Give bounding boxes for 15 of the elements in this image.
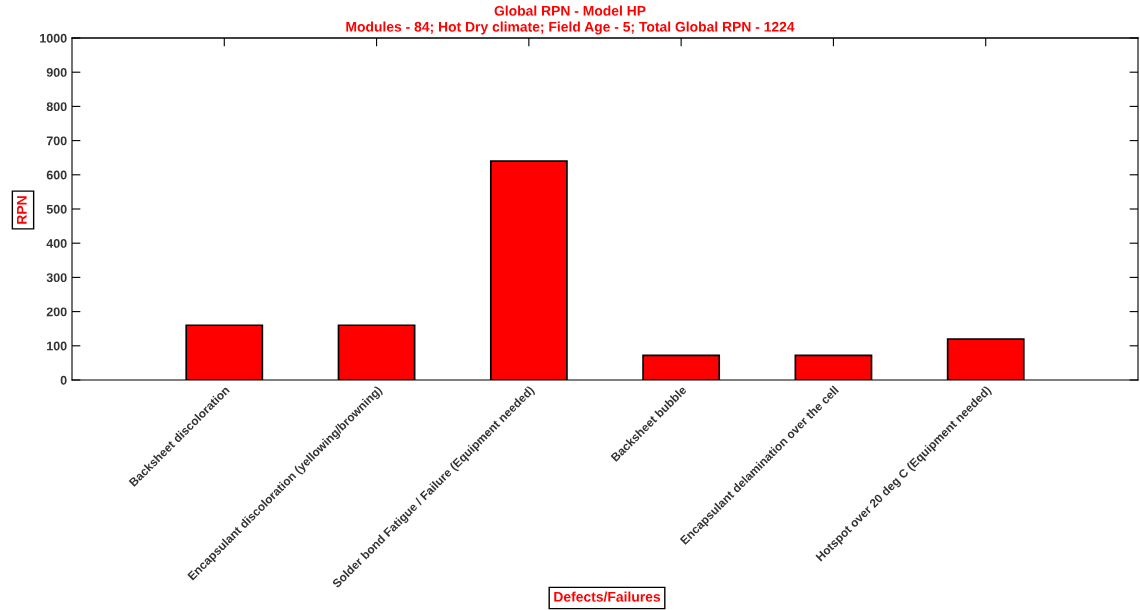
y-tick-label: 600	[46, 170, 67, 180]
x-axis-title: Defects/Failures	[554, 591, 661, 602]
y-tick-label: 400	[46, 239, 67, 248]
y-tick-label: 500	[46, 204, 67, 214]
chart-subtitle: Modules - 84; Hot Dry climate; Field Age - 5; Total Global RPN - 1224	[346, 21, 795, 35]
y-tick-label: 800	[46, 102, 67, 112]
y-tick-label: 200	[46, 307, 67, 317]
y-tick-label: 1000	[40, 33, 67, 43]
chart-title: Global RPN - Model HP	[494, 5, 646, 16]
y-axis-title: RPN	[17, 196, 27, 224]
y-tick-label: 700	[46, 136, 67, 146]
y-tick-label: 100	[47, 341, 67, 351]
y-tick-label: 0	[60, 375, 67, 385]
y-tick-label: 300	[46, 273, 67, 283]
y-tick-label: 900	[46, 68, 67, 77]
